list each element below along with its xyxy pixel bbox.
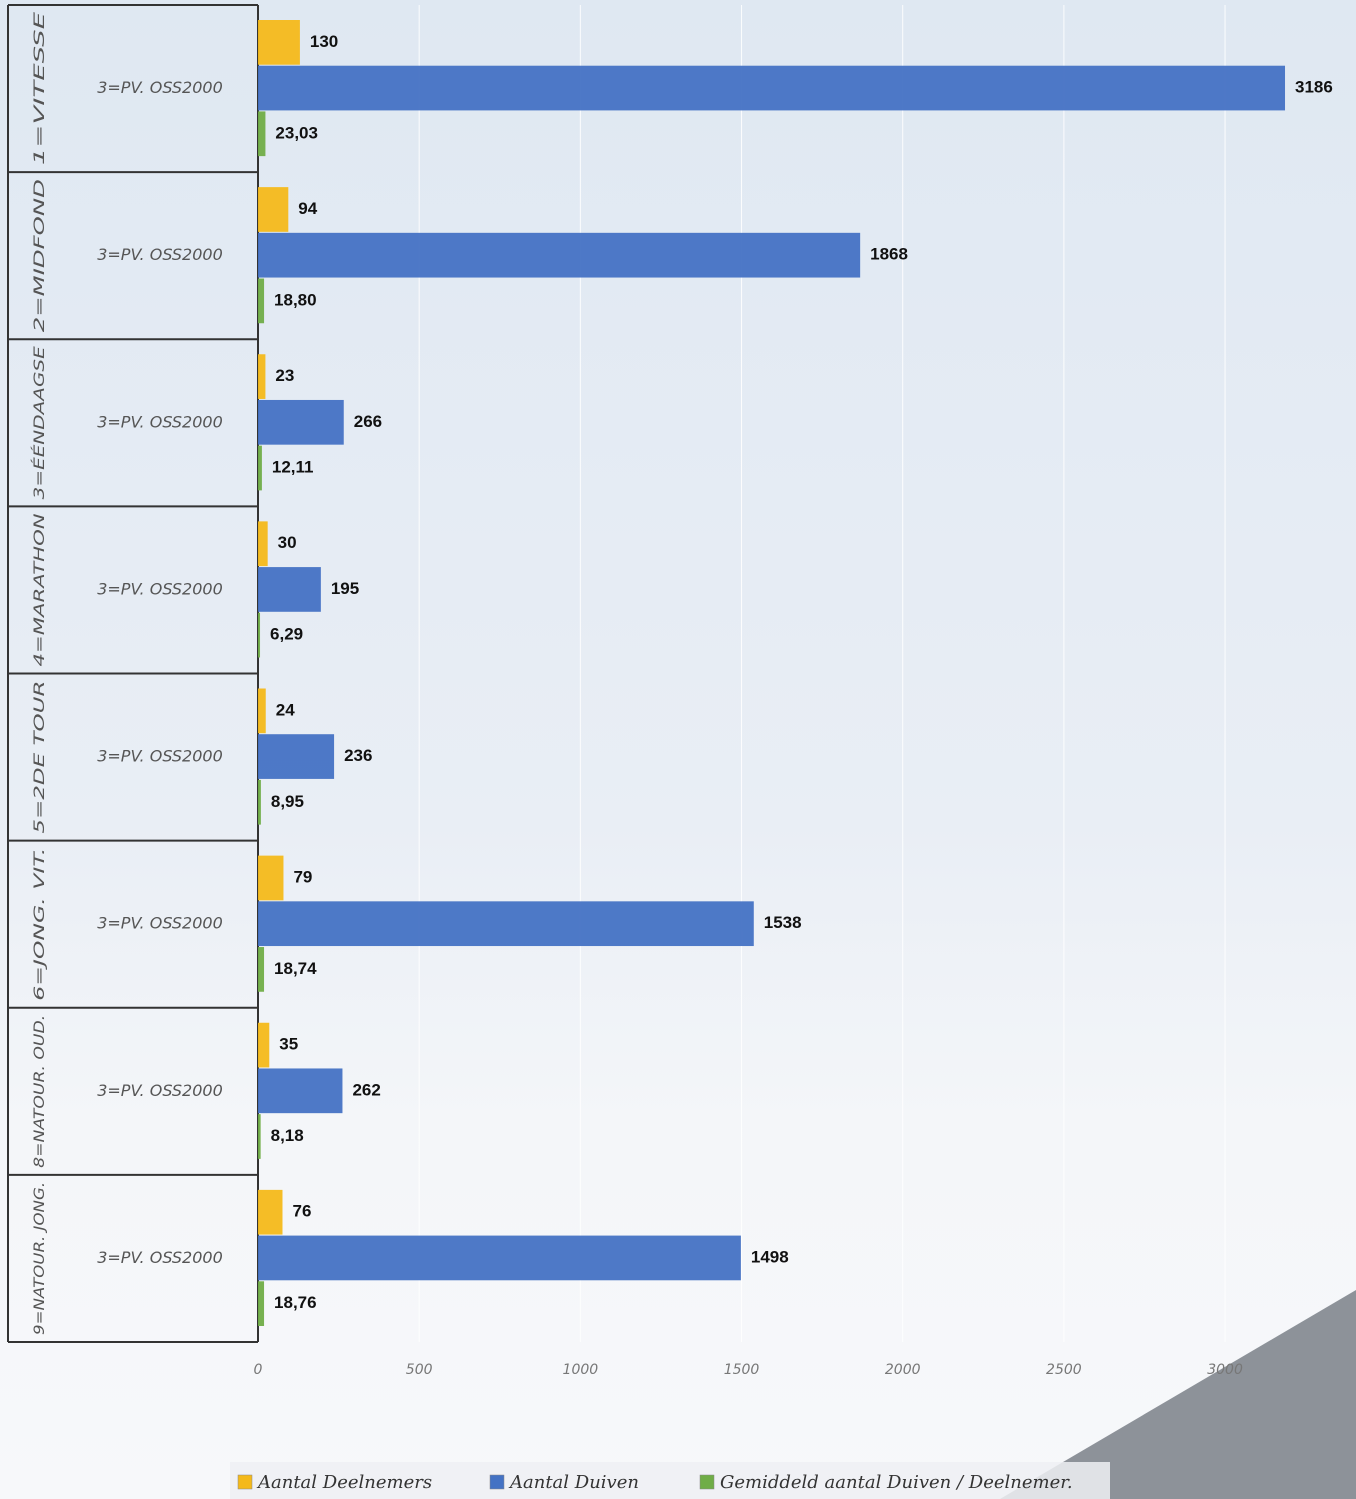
value-label: 195 [331, 579, 359, 598]
value-label: 18,76 [274, 1293, 317, 1312]
category-label: 3=PV. OSS2000 [97, 579, 223, 598]
value-label: 1498 [751, 1247, 789, 1266]
group-label: 2=MIDFOND [32, 179, 48, 333]
x-tick-label: 0 [254, 1362, 263, 1378]
value-label: 266 [354, 412, 382, 431]
x-tick-label: 1500 [724, 1362, 760, 1378]
bar [258, 901, 754, 947]
category-label: 3=PV. OSS2000 [97, 747, 223, 766]
x-tick-label: 2000 [885, 1362, 921, 1378]
bar [258, 1068, 343, 1114]
value-label: 6,29 [270, 625, 303, 644]
value-label: 8,95 [271, 792, 304, 811]
legend-label: Aantal Duiven [508, 1472, 639, 1493]
bar [258, 354, 266, 399]
value-label: 35 [279, 1035, 298, 1054]
bar [258, 688, 266, 734]
bar [258, 65, 1286, 111]
group-label: 6=JONG. VIT. [32, 848, 48, 1001]
bar [258, 399, 344, 445]
group-label: 4=MARATHON [32, 513, 48, 667]
bar [258, 947, 265, 992]
bar [258, 187, 289, 232]
bar [258, 1281, 265, 1326]
bar [258, 278, 265, 324]
group-label: 8=NATOUR. OUD. [32, 1015, 48, 1168]
x-tick-label: 500 [406, 1362, 433, 1378]
bar [258, 1114, 261, 1159]
value-label: 18,80 [274, 290, 317, 309]
x-tick-label: 3000 [1207, 1362, 1243, 1378]
group-label: 9=NATOUR. JONG. [32, 1182, 48, 1335]
group-label: 3=ÉÉNDAAGSE [31, 346, 48, 499]
value-label: 18,74 [274, 959, 317, 978]
bar [258, 232, 861, 278]
value-label: 30 [278, 533, 297, 552]
category-label: 3=PV. OSS2000 [97, 1248, 223, 1267]
value-label: 12,11 [272, 458, 314, 477]
legend-swatch [489, 1474, 505, 1490]
bar [258, 20, 300, 65]
value-label: 94 [298, 199, 317, 218]
value-label: 130 [310, 32, 338, 51]
value-label: 3186 [1295, 78, 1333, 97]
legend-swatch [237, 1474, 253, 1490]
category-label: 3=PV. OSS2000 [97, 914, 223, 933]
value-label: 236 [344, 746, 372, 765]
value-label: 23,03 [275, 123, 318, 142]
bar [258, 1235, 741, 1281]
category-label: 3=PV. OSS2000 [97, 1081, 223, 1100]
x-tick-label: 1000 [563, 1362, 599, 1378]
category-label: 3=PV. OSS2000 [97, 78, 223, 97]
category-label: 3=PV. OSS2000 [97, 245, 223, 264]
bar [258, 1189, 283, 1235]
value-label: 262 [352, 1080, 380, 1099]
value-label: 8,18 [271, 1126, 304, 1145]
bar [258, 855, 284, 901]
value-label: 1538 [764, 913, 802, 932]
group-label: 1=VITESSE [32, 12, 48, 165]
bar [258, 445, 262, 491]
road [1000, 1290, 1356, 1499]
legend-box [230, 1462, 1110, 1499]
bar [258, 779, 261, 825]
legend-label: Gemiddeld aantal Duiven / Deelnemer. [720, 1472, 1073, 1493]
category-label: 3=PV. OSS2000 [97, 412, 223, 431]
value-label: 24 [276, 700, 295, 719]
value-label: 79 [293, 867, 312, 886]
value-label: 23 [275, 366, 294, 385]
bar [258, 521, 268, 567]
x-tick-label: 2500 [1046, 1362, 1082, 1378]
group-label: 5=2DE TOUR [32, 681, 48, 834]
value-label: 1868 [870, 245, 908, 264]
legend-swatch [699, 1474, 715, 1490]
bar [258, 612, 261, 658]
value-label: 76 [292, 1202, 311, 1221]
bar [258, 111, 266, 157]
legend-label: Aantal Deelnemers [256, 1472, 432, 1493]
bar [258, 734, 335, 779]
bar [258, 567, 321, 612]
bar [258, 1022, 270, 1068]
